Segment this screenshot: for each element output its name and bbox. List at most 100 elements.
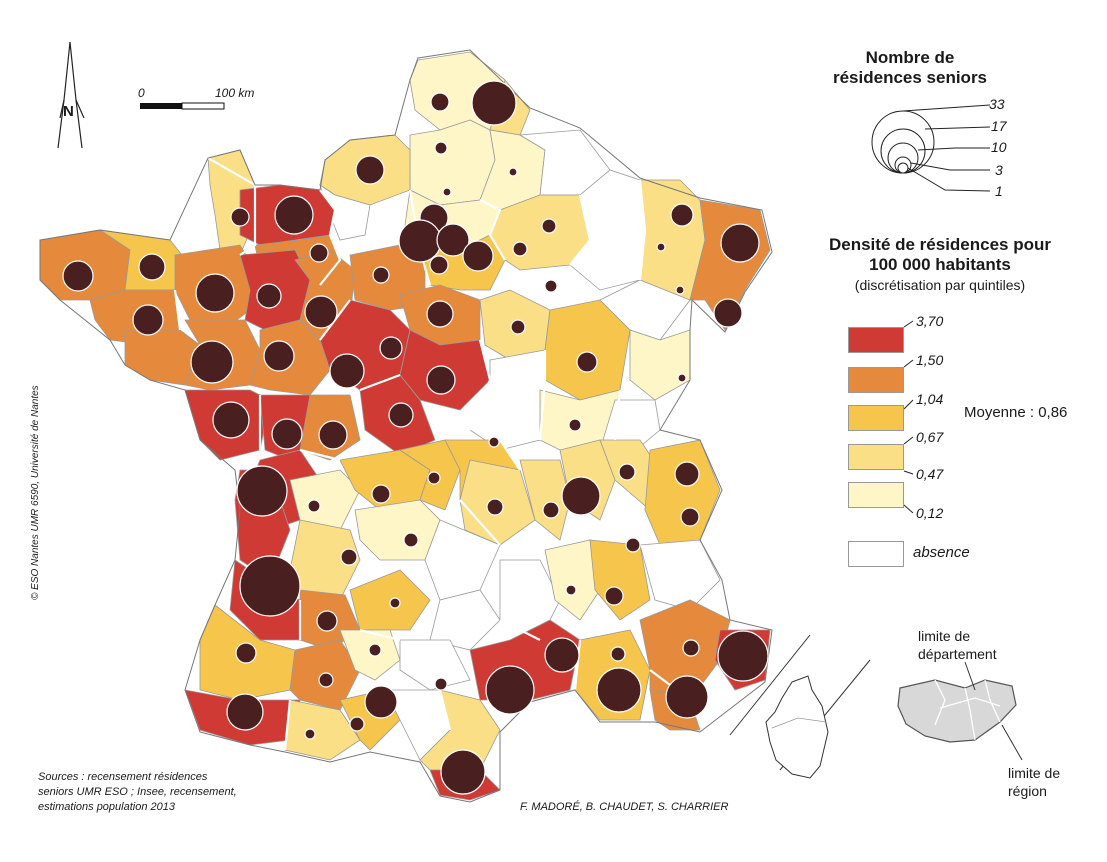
residence-bubble-37 [677,373,687,383]
density-legend-title: Densité de résidences pour 100 000 habit… [820,235,1060,275]
residence-bubble-36 [576,351,598,373]
residence-bubble-53 [680,507,700,527]
size-value-1: 1 [995,183,1003,199]
residence-bubble-65 [610,646,626,662]
size-legend-title-2: résidences seniors [832,68,988,87]
residence-bubble-10 [436,223,470,257]
residence-bubble-33 [379,336,403,360]
copyright: © ESO Nantes UMR 6590, Université de Nan… [30,385,41,600]
dept-boundary-label-1: limite de [918,628,971,644]
class-leaders [903,320,914,514]
size-value-10: 10 [991,139,1007,155]
residence-bubble-19 [512,241,528,257]
residence-bubble-62 [235,642,257,664]
residence-bubble-18 [720,223,760,263]
residence-bubble-43 [488,436,500,448]
residence-bubble-2 [434,141,448,155]
department-32 [629,329,691,401]
size-circle-1 [897,162,909,174]
residence-bubble-77 [440,749,486,795]
department-61 [639,539,721,611]
residence-bubble-54 [403,532,419,548]
mean-label: Moyenne : 0,86 [964,404,1068,421]
residence-bubble-27 [304,295,338,329]
residence-bubble-40 [318,420,348,450]
residence-bubble-23 [62,260,94,292]
size-value-33: 33 [989,96,1005,112]
department-2 [409,119,496,206]
size-value-17: 17 [991,118,1007,134]
residence-bubble-0 [471,80,517,126]
residence-bubble-71 [485,665,535,715]
absence-label: absence [913,544,970,561]
residence-bubble-50 [486,498,504,516]
break-1: 3,70 [916,313,944,329]
residence-bubble-9 [398,219,442,263]
residence-bubble-29 [426,300,454,328]
department-60 [589,539,651,621]
residence-bubble-66 [682,639,700,657]
residence-bubble-46 [236,465,288,517]
density-legend-title-1: Densité de résidences pour [828,235,1052,254]
residence-bubble-49 [427,471,441,485]
density-legend-title-2: 100 000 habitants [869,255,1011,274]
class-swatch-2 [848,367,904,393]
department-49 [644,439,721,546]
residence-bubble-35 [426,365,456,395]
residence-bubble-34 [329,353,365,389]
residence-bubble-30 [510,319,526,335]
residence-bubble-56 [625,537,641,553]
department-65 [399,639,471,691]
department-64 [339,629,401,681]
residence-bubble-76 [349,716,365,732]
residence-bubble-63 [368,643,382,657]
residence-bubble-17 [656,242,666,252]
break-4: 0,67 [916,429,944,445]
scale-start: 0 [138,86,145,100]
corsica-inset [729,634,871,779]
density-legend-subtitle: (discrétisation par quintiles) [854,277,1026,293]
residence-bubble-61 [316,610,338,632]
region-boundary-label-2: région [1008,783,1047,799]
residence-bubble-32 [263,340,295,372]
department-59 [544,539,601,621]
boundary-legend-map [897,661,1023,761]
residence-bubble-6 [274,195,314,235]
size-legend-title: Nombre de résidences seniors [820,48,1000,88]
residence-bubble-75 [304,728,316,740]
residence-bubble-55 [340,548,358,566]
residence-bubble-16 [670,203,694,227]
authors: F. MADORÉ, B. CHAUDET, S. CHARRIER [520,801,729,813]
residence-bubble-14 [372,266,390,284]
residence-bubble-39 [271,418,303,450]
residence-bubble-5 [355,155,385,185]
size-legend-circles [871,110,935,174]
region-boundary-label-1: limite de [1008,765,1061,781]
department-56 [349,569,431,631]
department-31 [599,279,691,341]
class-swatch-5 [848,482,904,508]
dept-boundary-label-2: département [918,646,997,662]
residence-bubble-20 [544,279,558,293]
residence-bubble-22 [713,298,743,328]
residence-bubble-68 [318,672,334,688]
residence-bubble-60 [604,586,624,606]
residence-bubble-67 [717,630,769,682]
residence-bubble-25 [195,273,235,313]
bubbles-layer [62,80,769,795]
residence-bubble-45 [674,461,700,487]
residence-bubble-13 [309,243,329,263]
residence-bubble-48 [371,484,391,504]
dept-boundary-label: limite de département [918,627,997,663]
residence-bubble-1 [430,92,450,112]
sources: Sources : recensement résidences seniors… [38,770,237,815]
class-swatch-4 [848,444,904,470]
break-2: 1,50 [916,352,944,368]
residence-bubble-15 [541,218,557,234]
sources-line3: estimations population 2013 [38,801,175,813]
residence-bubble-28 [132,304,164,336]
residence-bubble-42 [568,418,582,432]
residence-bubble-38 [212,401,250,439]
residence-bubble-31 [190,340,234,384]
